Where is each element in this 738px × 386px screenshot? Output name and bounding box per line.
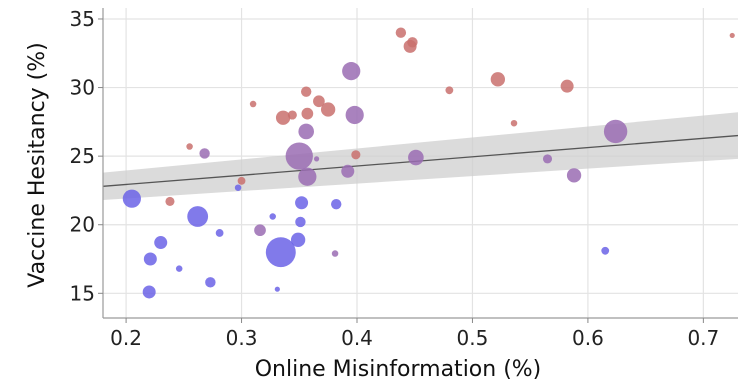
x-axis-label: Online Misinformation (%) <box>255 357 542 382</box>
data-point <box>186 143 193 150</box>
data-point <box>345 105 364 125</box>
x-tick-label: 0.2 <box>110 326 142 350</box>
data-point <box>566 168 582 183</box>
x-tick-label: 0.5 <box>457 326 489 350</box>
data-point <box>122 189 141 208</box>
data-point <box>341 164 355 178</box>
data-point <box>510 119 518 127</box>
y-tick-label: 20 <box>70 213 95 237</box>
data-point <box>175 265 183 272</box>
y-tick-labels: 15 20 25 30 35 <box>70 7 103 305</box>
data-point <box>249 100 257 108</box>
data-point <box>143 252 157 266</box>
data-point <box>301 86 312 97</box>
data-point <box>445 86 454 95</box>
data-point <box>142 285 156 299</box>
data-point <box>187 206 209 227</box>
data-points <box>122 27 735 299</box>
data-point <box>295 196 309 210</box>
data-point <box>165 196 175 206</box>
data-point <box>234 184 242 191</box>
data-point <box>274 286 280 292</box>
data-point <box>408 149 424 166</box>
data-point <box>215 229 224 237</box>
data-point <box>290 232 306 247</box>
data-point <box>265 237 296 268</box>
data-point <box>199 148 210 159</box>
y-tick-label: 15 <box>70 281 95 305</box>
data-point <box>285 142 313 170</box>
data-point <box>342 61 361 81</box>
data-point <box>729 32 735 39</box>
data-point <box>301 107 314 120</box>
data-point <box>295 216 306 228</box>
data-point <box>205 277 216 288</box>
data-point <box>269 213 276 220</box>
data-point <box>287 110 297 120</box>
data-point <box>298 123 315 140</box>
data-point <box>407 37 418 48</box>
y-tick-label: 25 <box>70 144 95 168</box>
data-point <box>603 119 628 144</box>
x-tick-label: 0.3 <box>226 326 258 350</box>
y-tick-label: 30 <box>70 76 95 100</box>
data-point <box>395 27 407 38</box>
data-point <box>542 154 553 164</box>
y-tick-label: 35 <box>70 7 95 31</box>
data-point <box>254 224 266 237</box>
x-tick-label: 0.4 <box>341 326 373 350</box>
data-point <box>237 176 246 185</box>
data-point <box>351 150 361 160</box>
data-point <box>298 167 317 186</box>
data-point <box>154 236 168 250</box>
data-point <box>331 198 342 210</box>
data-point <box>313 156 320 162</box>
data-point <box>601 246 610 255</box>
plot-frame <box>102 8 738 319</box>
data-point <box>313 95 325 108</box>
data-point <box>320 102 336 117</box>
x-tick-label: 0.6 <box>572 326 604 350</box>
data-point <box>275 110 291 125</box>
y-axis-label: Vaccine Hesitancy (%) <box>25 42 50 287</box>
x-tick-label: 0.7 <box>687 326 719 350</box>
x-tick-labels: 0.2 0.3 0.4 0.5 0.6 0.7 <box>110 318 719 350</box>
data-point <box>560 79 574 93</box>
data-point <box>331 250 339 257</box>
data-point <box>490 72 506 87</box>
